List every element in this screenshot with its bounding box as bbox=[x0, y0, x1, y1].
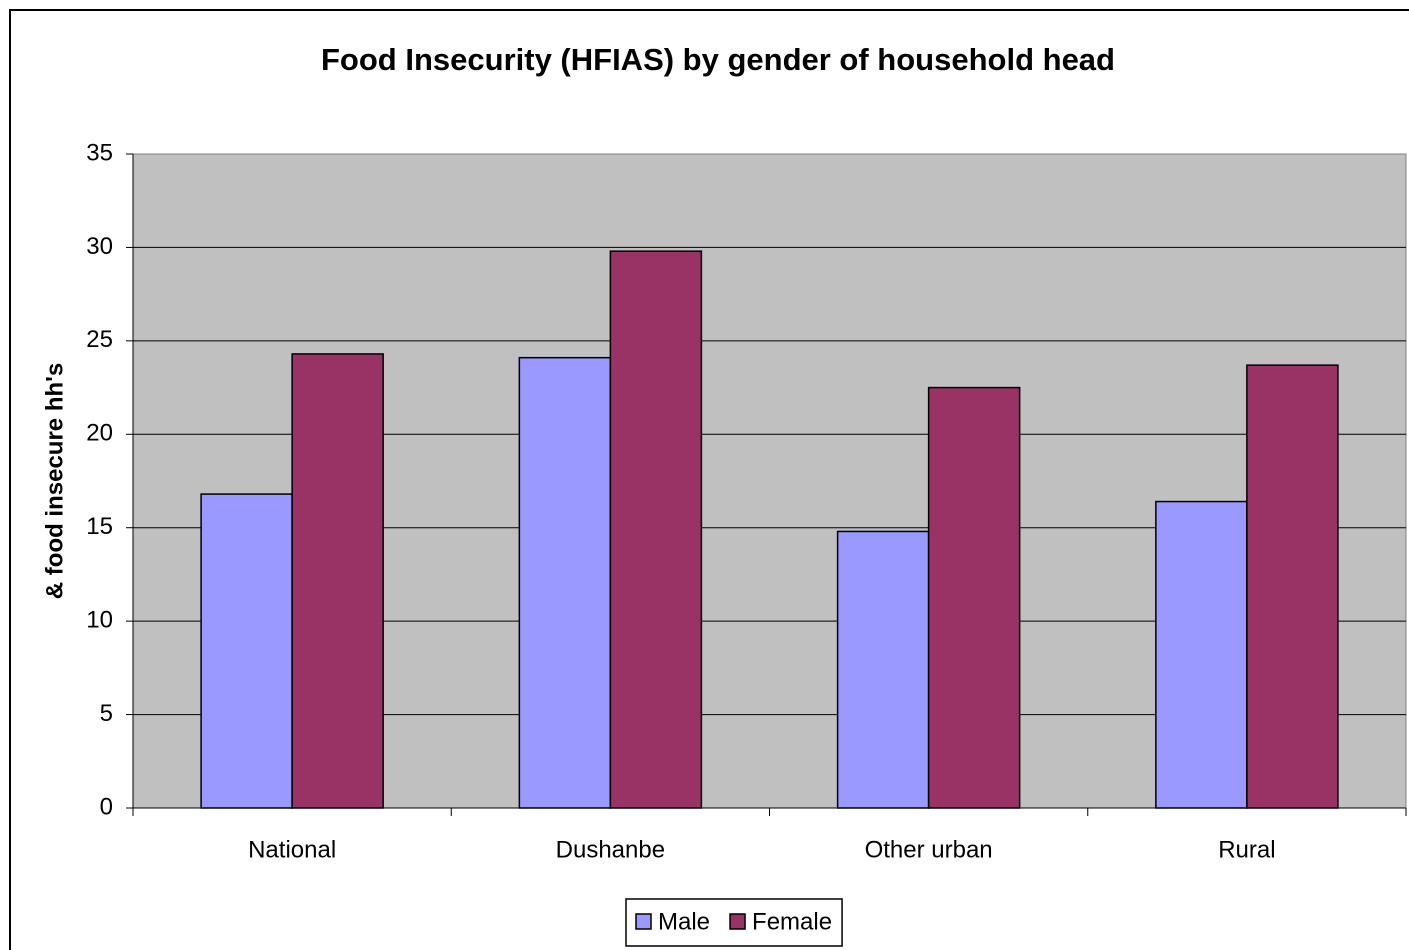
y-axis-label: & food insecure hh's bbox=[41, 363, 68, 599]
legend-label: Female bbox=[752, 908, 832, 935]
bar bbox=[609, 250, 703, 809]
y-tick-label: 15 bbox=[86, 513, 113, 540]
y-tick-label: 20 bbox=[86, 420, 113, 447]
legend-swatch bbox=[635, 913, 652, 930]
bar bbox=[927, 386, 1021, 809]
bar bbox=[1155, 500, 1248, 809]
bar bbox=[291, 353, 384, 809]
legend-label: Male bbox=[658, 908, 710, 935]
bar bbox=[518, 356, 612, 809]
y-tick-label: 0 bbox=[100, 793, 113, 820]
chart-title: Food Insecurity (HFIAS) by gender of hou… bbox=[321, 42, 1115, 77]
y-tick-label: 10 bbox=[86, 606, 113, 633]
y-tick-label: 5 bbox=[100, 700, 113, 727]
y-tick-label: 35 bbox=[86, 139, 113, 166]
x-tick-label: National bbox=[248, 836, 336, 863]
bar bbox=[1246, 364, 1339, 809]
x-tick-label: Rural bbox=[1218, 836, 1275, 863]
bar bbox=[836, 530, 930, 809]
legend: Male Female bbox=[625, 898, 843, 947]
y-tick-label: 30 bbox=[86, 233, 113, 260]
x-tick-label: Other urban bbox=[865, 836, 993, 863]
legend-swatch bbox=[729, 913, 746, 930]
y-tick-label: 25 bbox=[86, 326, 113, 353]
x-tick-label: Dushanbe bbox=[556, 836, 665, 863]
bar bbox=[200, 493, 293, 809]
